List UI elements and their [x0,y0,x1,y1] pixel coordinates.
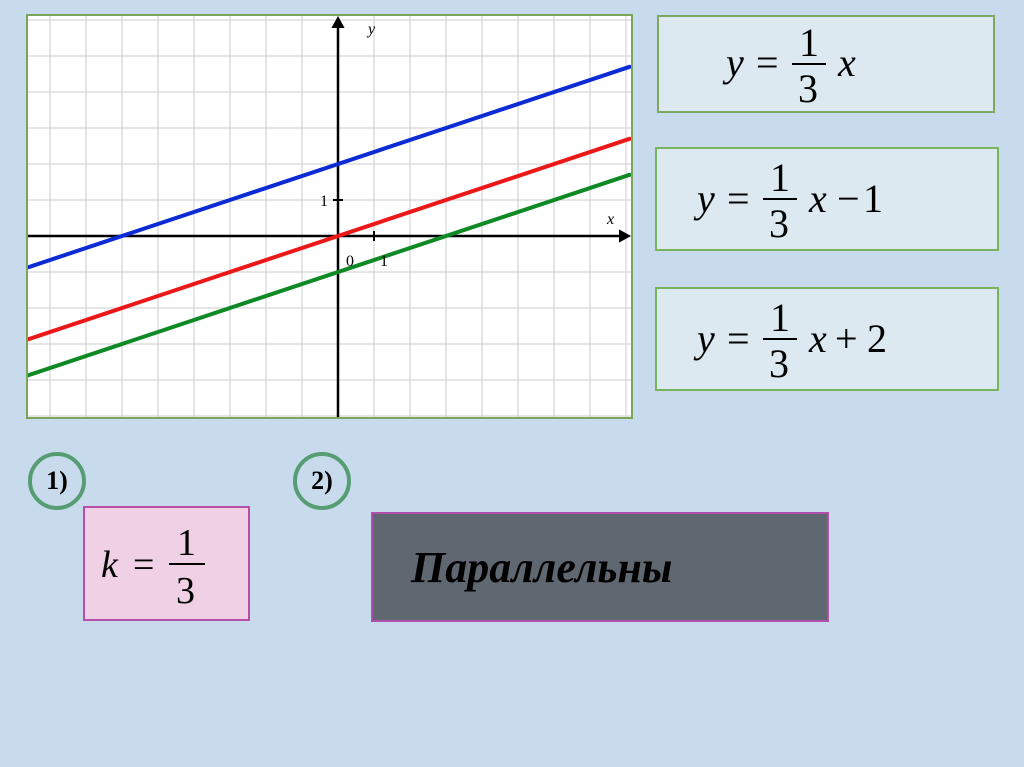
svg-text:1: 1 [380,253,388,270]
svg-text:1: 1 [863,176,883,221]
svg-text:x: x [808,316,827,361]
parallel-text: Параллельны [411,542,672,593]
svg-text:1: 1 [320,193,328,210]
svg-text:3: 3 [798,66,818,111]
svg-text:=: = [756,40,779,85]
svg-text:y: y [693,176,715,221]
eq1-formula: y = 1 3 x [726,22,926,106]
eq3-formula: y = 1 3 x + 2 [697,296,957,382]
svg-text:1: 1 [799,20,819,65]
svg-text:3: 3 [176,570,195,609]
svg-text:x: x [837,40,856,85]
badge-1: 1) [28,452,86,510]
svg-text:y: y [366,21,376,38]
svg-text:y: y [693,316,715,361]
k-box: k = 1 3 [83,506,250,621]
svg-text:2: 2 [867,316,887,361]
svg-text:x: x [606,211,614,228]
svg-text:x: x [808,176,827,221]
svg-text:0: 0 [346,253,354,270]
svg-text:3: 3 [769,341,789,386]
badge-2: 2) [293,452,351,510]
svg-text:1: 1 [770,155,790,200]
svg-text:−: − [837,176,860,221]
svg-text:3: 3 [769,201,789,246]
svg-text:1: 1 [177,522,196,564]
svg-text:y: y [722,40,744,85]
svg-text:=: = [727,316,750,361]
equation-1: y = 1 3 x [657,15,995,113]
equation-2: y = 1 3 x − 1 [655,147,999,251]
slide: y x 0 1 1 y = 1 3 x y = 1 3 x − 1 y = 1 [0,0,1024,767]
svg-text:+: + [835,316,858,361]
svg-text:k: k [101,544,119,586]
badge-1-label: 1) [46,466,68,496]
parallel-box: Параллельны [371,512,829,622]
chart-panel: y x 0 1 1 [26,14,633,419]
equation-3: y = 1 3 x + 2 [655,287,999,391]
k-formula: k = 1 3 [97,519,237,609]
chart-svg: y x 0 1 1 [28,16,631,417]
badge-2-label: 2) [311,466,333,496]
svg-text:=: = [727,176,750,221]
svg-text:1: 1 [770,295,790,340]
eq2-formula: y = 1 3 x − 1 [697,156,957,242]
svg-text:=: = [133,544,154,586]
